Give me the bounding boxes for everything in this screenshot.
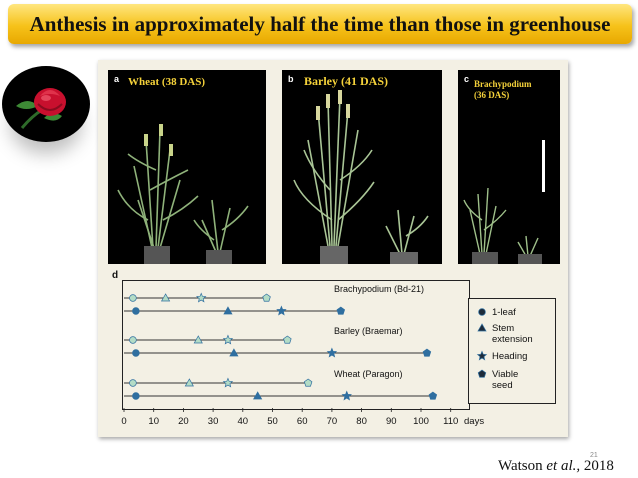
x-tick-label: 40 [238,416,249,427]
citation: Watson et al., 2018 [498,458,614,475]
x-tick-label: 0 [121,416,126,427]
stage-marker [428,391,438,400]
legend-label: extension [492,334,533,345]
timeline-chart-frame [122,280,470,410]
panel-letter-c: c [464,74,470,84]
stage-marker [326,347,338,358]
panel-letter-b: b [288,74,294,84]
stage-marker [229,348,239,357]
x-tick-label: 20 [178,416,189,427]
stage-marker [184,378,194,387]
legend-marker [478,308,486,316]
brachypodium-plants-image [463,140,545,264]
x-axis-unit: days [464,416,484,427]
panel-title-barley: Barley (41 DAS) [304,74,388,88]
x-tick-label: 90 [386,416,397,427]
rose-image [2,66,90,142]
stage-marker [336,306,346,315]
stage-marker [129,294,137,302]
stage-marker [129,336,137,344]
figure-panel: a Wheat (38 DAS) b Barley (41 DAS) [98,60,568,437]
x-tick-label: 10 [148,416,159,427]
stage-marker [262,293,271,302]
stage-marker [160,293,171,302]
panel-title-wheat: Wheat (38 DAS) [128,76,205,88]
stage-marker [132,349,140,357]
citation-author: Watson [498,458,543,474]
slide-title-banner: Anthesis in approximately half the time … [8,4,632,44]
stage-marker [253,391,263,400]
stage-marker [276,305,287,316]
scale-bar [542,140,545,192]
stage-marker [283,335,292,344]
x-tick-label: 110 [443,416,458,427]
x-tick-label: 80 [356,416,367,427]
stage-marker [422,348,432,357]
photo-wheat: a Wheat (38 DAS) [108,70,266,264]
panel-title-brachypodium: Brachypodium (36 DAS) [474,79,532,100]
x-tick-label: 100 [413,416,429,427]
stage-marker [132,392,140,400]
panel-letter-d: d [112,270,119,281]
citation-etal: et al., [546,458,581,474]
stage-marker [195,292,207,303]
legend-label: 1-leaf [492,307,516,318]
barley-plants-image [293,90,429,264]
x-tick-label: 60 [297,416,308,427]
group-label: Brachypodium (Bd-21) [334,284,424,294]
citation-year: 2018 [583,458,614,474]
x-tick-label: 30 [208,416,219,427]
legend-label: Viable [492,369,518,380]
photo-barley: b Barley (41 DAS) [282,70,442,264]
stage-marker [193,335,203,344]
x-tick-label: 70 [327,416,338,427]
stage-marker [132,307,140,315]
stage-marker [303,378,313,387]
wheat-plants-image [117,124,249,264]
legend-label: seed [492,380,513,391]
legend-marker [477,323,487,332]
group-label: Barley (Braemar) [334,326,403,336]
stage-marker [222,334,234,345]
legend-label: Heading [492,351,527,362]
page-number: 21 [590,452,598,459]
stage-marker [341,390,352,401]
group-label: Wheat (Paragon) [334,369,403,379]
timeline-chart: Brachypodium (Bd-21) Barley (Braemar) Whea… [121,284,533,427]
stage-marker [129,379,137,387]
slide-title: Anthesis in approximately half the time … [29,11,611,36]
legend-marker [476,350,488,361]
panel-letter-a: a [114,74,120,84]
legend-label: Stem [492,323,514,334]
x-tick-label: 50 [267,416,278,427]
legend-marker [477,369,487,378]
stage-marker [222,377,234,388]
stage-marker [223,306,233,315]
photo-brachypodium: c Brachypodium (36 DAS) [458,70,560,264]
